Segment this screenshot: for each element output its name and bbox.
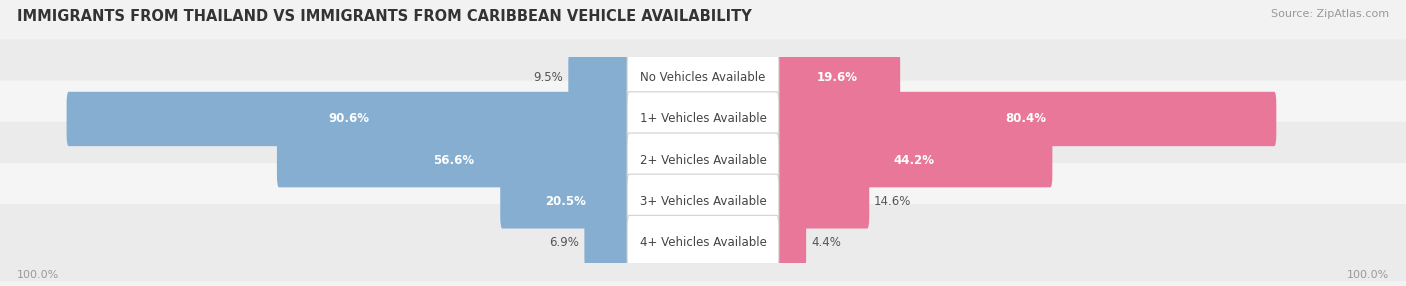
- Text: 44.2%: 44.2%: [893, 154, 934, 167]
- Text: 100.0%: 100.0%: [17, 270, 59, 280]
- Text: 20.5%: 20.5%: [546, 195, 586, 208]
- Text: No Vehicles Available: No Vehicles Available: [640, 71, 766, 84]
- Text: 14.6%: 14.6%: [875, 195, 911, 208]
- FancyBboxPatch shape: [775, 133, 1052, 187]
- FancyBboxPatch shape: [501, 174, 631, 229]
- FancyBboxPatch shape: [0, 122, 1406, 198]
- Text: Source: ZipAtlas.com: Source: ZipAtlas.com: [1271, 9, 1389, 19]
- Text: 100.0%: 100.0%: [1347, 270, 1389, 280]
- FancyBboxPatch shape: [277, 133, 631, 187]
- Text: 3+ Vehicles Available: 3+ Vehicles Available: [640, 195, 766, 208]
- Text: 2+ Vehicles Available: 2+ Vehicles Available: [640, 154, 766, 167]
- FancyBboxPatch shape: [627, 51, 779, 105]
- Text: 1+ Vehicles Available: 1+ Vehicles Available: [640, 112, 766, 126]
- Text: 90.6%: 90.6%: [329, 112, 370, 126]
- FancyBboxPatch shape: [775, 92, 1277, 146]
- FancyBboxPatch shape: [627, 174, 779, 229]
- FancyBboxPatch shape: [0, 39, 1406, 116]
- FancyBboxPatch shape: [66, 92, 631, 146]
- Text: 19.6%: 19.6%: [817, 71, 858, 84]
- FancyBboxPatch shape: [0, 204, 1406, 281]
- FancyBboxPatch shape: [0, 81, 1406, 157]
- FancyBboxPatch shape: [775, 215, 806, 270]
- FancyBboxPatch shape: [627, 215, 779, 270]
- FancyBboxPatch shape: [568, 51, 631, 105]
- Text: 4.4%: 4.4%: [811, 236, 841, 249]
- FancyBboxPatch shape: [775, 51, 900, 105]
- FancyBboxPatch shape: [585, 215, 631, 270]
- FancyBboxPatch shape: [0, 163, 1406, 240]
- Text: 56.6%: 56.6%: [433, 154, 475, 167]
- Text: 80.4%: 80.4%: [1005, 112, 1046, 126]
- FancyBboxPatch shape: [775, 174, 869, 229]
- Text: 6.9%: 6.9%: [550, 236, 579, 249]
- Text: 4+ Vehicles Available: 4+ Vehicles Available: [640, 236, 766, 249]
- Text: IMMIGRANTS FROM THAILAND VS IMMIGRANTS FROM CARIBBEAN VEHICLE AVAILABILITY: IMMIGRANTS FROM THAILAND VS IMMIGRANTS F…: [17, 9, 752, 23]
- Text: 9.5%: 9.5%: [534, 71, 564, 84]
- FancyBboxPatch shape: [627, 92, 779, 146]
- FancyBboxPatch shape: [627, 133, 779, 187]
